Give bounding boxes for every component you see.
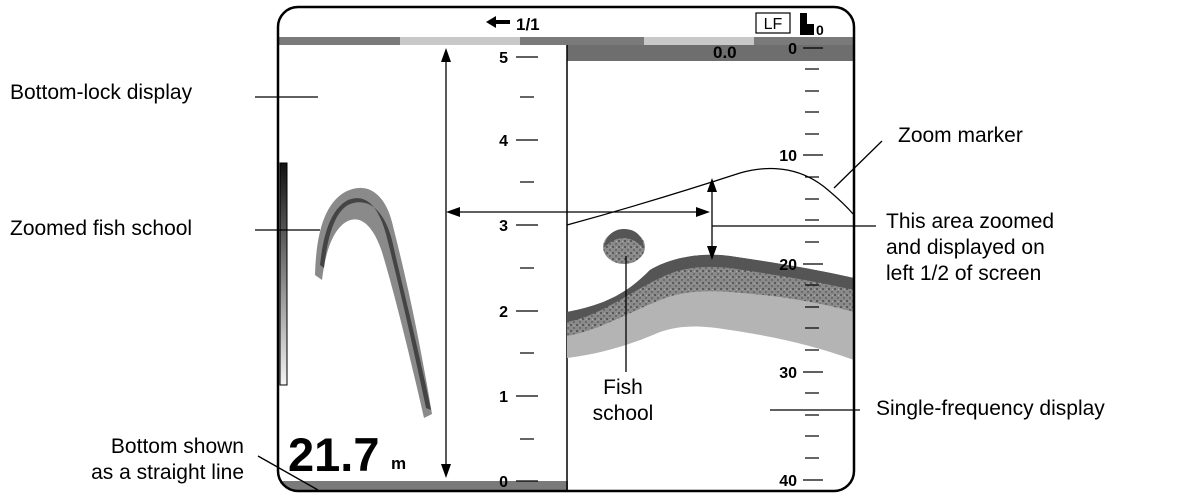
depth-scale-label: 30 bbox=[779, 365, 797, 382]
frequency-badge-box bbox=[755, 12, 791, 34]
callout-zoomed-fish-school: Zoomed fish school bbox=[10, 217, 193, 240]
zoom-link-arrow bbox=[446, 207, 710, 217]
callout-fish-school: Fish school bbox=[592, 375, 654, 427]
depth-readout: 21.7 bbox=[288, 428, 379, 481]
top-bar-segment bbox=[520, 37, 644, 45]
fish-school-top bbox=[604, 229, 644, 248]
depth-scale-label: 40 bbox=[779, 473, 797, 490]
range-shift-value: 0 bbox=[816, 22, 824, 38]
depth-scale-label: 0 bbox=[788, 41, 797, 58]
callout-area-zoomed-line-1: This area zoomed bbox=[886, 210, 1055, 233]
page-indicator: 1/1 bbox=[516, 15, 540, 34]
zoom-area-arrow bbox=[707, 178, 717, 260]
top-bar-segment bbox=[644, 37, 754, 45]
callout-area-zoomed: This area zoomed and displayed on left 1… bbox=[886, 209, 1054, 287]
zoomed-fish-school bbox=[315, 187, 432, 418]
callout-area-zoomed-line-2: and displayed on bbox=[886, 236, 1045, 259]
left-arrow-icon bbox=[486, 16, 510, 28]
depth-scale: 0 10 20 30 40 bbox=[779, 41, 823, 490]
callout-bottom-straight-line: Bottom shown as a straight line bbox=[40, 434, 244, 486]
leader-bottom-line bbox=[257, 455, 319, 491]
top-bar-segment bbox=[278, 37, 400, 45]
callout-single-frequency-display: Single-frequency display bbox=[876, 397, 1105, 420]
zoom-scale: 5 4 3 2 1 0 bbox=[499, 50, 538, 491]
zoom-scale-label: 3 bbox=[499, 218, 508, 235]
zoom-marker-strip bbox=[567, 45, 854, 61]
zoom-scale-label: 1 bbox=[499, 389, 508, 406]
depth-readout-unit: m bbox=[391, 454, 406, 473]
depth-scale-label: 20 bbox=[779, 257, 797, 274]
depth-scale-label: 10 bbox=[779, 148, 797, 165]
range-shift-icon bbox=[800, 13, 814, 35]
leader-zoom-marker bbox=[833, 140, 883, 189]
callout-bottom-lock-display: Bottom-lock display bbox=[10, 81, 193, 104]
callout-area-zoomed-line-3: left 1/2 of screen bbox=[886, 262, 1042, 285]
callout-zoom-marker: Zoom marker bbox=[898, 124, 1023, 147]
callout-fish-school-line-2: school bbox=[592, 402, 654, 425]
bottom-lock-line bbox=[278, 481, 568, 491]
callout-bottom-line-1: Bottom shown bbox=[110, 435, 244, 458]
shift-readout: 0.0 bbox=[713, 43, 737, 62]
zoom-range-arrow bbox=[441, 48, 451, 478]
top-bar-segment bbox=[754, 37, 854, 45]
zoom-scale-label: 5 bbox=[499, 50, 508, 67]
callout-fish-school-line-1: Fish bbox=[603, 376, 643, 399]
zoom-scale-label: 2 bbox=[499, 304, 508, 321]
callout-bottom-line-2: as a straight line bbox=[91, 461, 244, 484]
zoom-marker-line bbox=[566, 167, 854, 226]
frequency-badge: LF bbox=[764, 16, 783, 33]
zoom-scale-label: 4 bbox=[499, 133, 508, 150]
zoom-scale-label: 0 bbox=[499, 474, 508, 491]
display-frame bbox=[276, 5, 856, 493]
seabed-echo bbox=[567, 254, 854, 360]
color-scale-bar bbox=[279, 162, 288, 386]
leader-lines bbox=[255, 96, 883, 491]
top-bar-segment bbox=[400, 37, 520, 45]
